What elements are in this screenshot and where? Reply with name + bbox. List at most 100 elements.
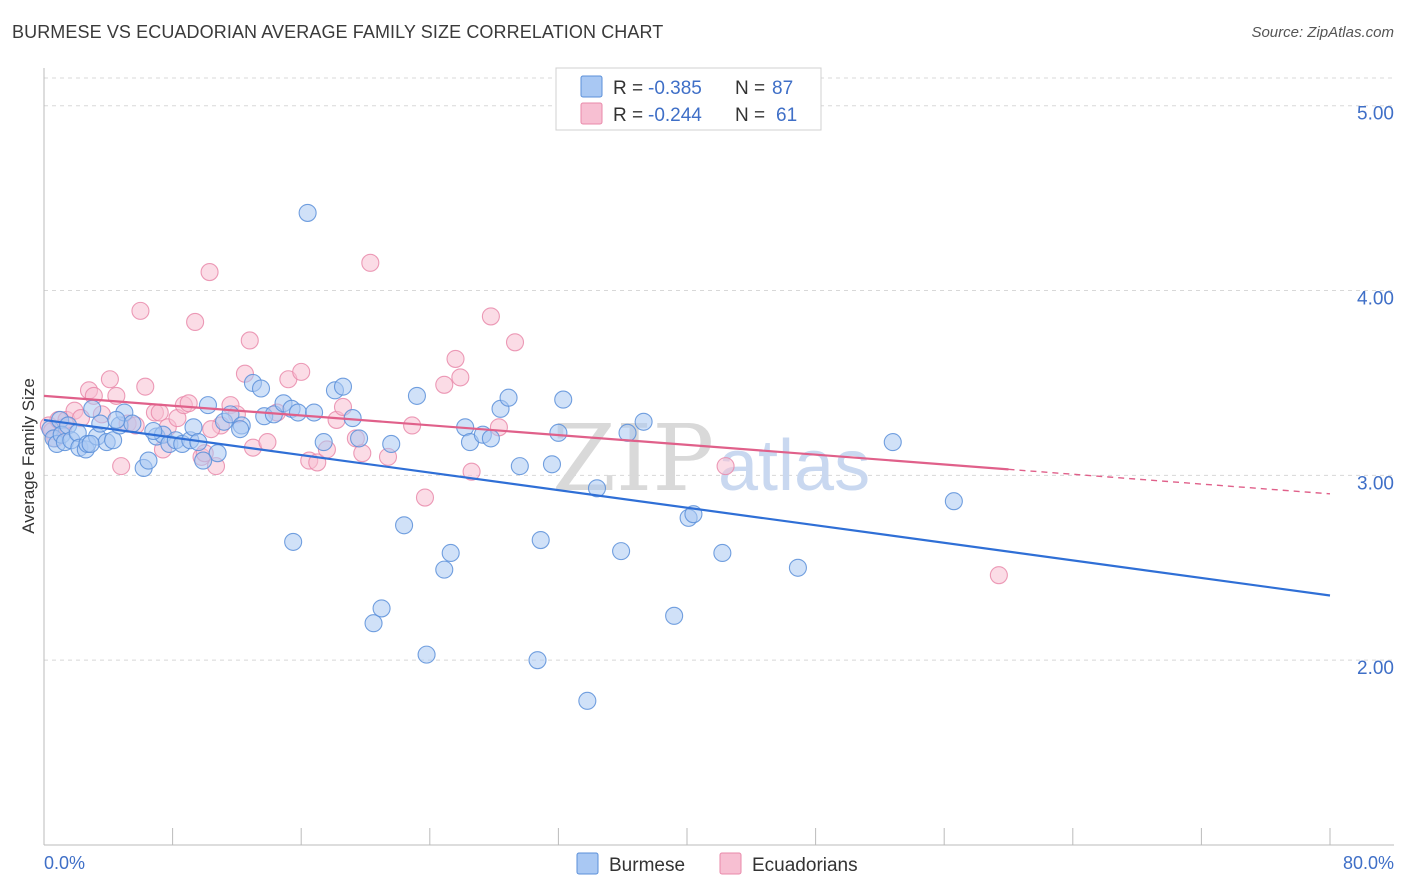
data-point-burmese (435, 560, 454, 579)
data-point-burmese (407, 386, 426, 405)
legend-n-value-ecuadorians: 61 (776, 105, 797, 126)
data-point-burmese (883, 433, 902, 452)
legend-r-label-ecuadorians: R = (613, 105, 643, 126)
data-point-burmese (382, 434, 401, 453)
data-point-ecuadorians (481, 307, 500, 326)
data-point-burmese (284, 532, 303, 551)
data-point-burmese (372, 599, 391, 618)
x-tick-label-min: 0.0% (44, 853, 85, 873)
legend-r-value-burmese: -0.385 (648, 78, 702, 99)
data-point-burmese (481, 429, 500, 448)
bottom-legend-swatch-burmese (576, 852, 599, 875)
data-point-ecuadorians (131, 301, 150, 320)
y-tick-label: 2.00 (1357, 658, 1394, 679)
data-point-ecuadorians (112, 457, 131, 476)
data-point-ecuadorians (415, 488, 435, 507)
data-point-burmese (441, 543, 460, 563)
data-point-burmese (944, 492, 963, 511)
y-tick-label: 3.00 (1357, 473, 1394, 494)
legend-r-value-ecuadorians: -0.244 (648, 105, 702, 126)
series-legend: Burmese Ecuadorians (576, 852, 858, 876)
data-point-burmese (499, 388, 518, 407)
data-point-burmese (713, 543, 732, 563)
source-label: Source: ZipAtlas.com (1251, 24, 1394, 41)
data-point-burmese (333, 377, 353, 396)
data-point-ecuadorians (989, 566, 1008, 585)
data-point-ecuadorians (136, 377, 155, 396)
data-point-ecuadorians (505, 333, 525, 352)
trend-line-ecuadorians (43, 394, 1009, 471)
data-point-burmese (288, 403, 308, 422)
data-point-burmese (198, 396, 218, 415)
legend-n-label-ecuadorians: N = (735, 105, 765, 126)
data-point-burmese (364, 614, 383, 633)
y-axis-label: Average Family Size (19, 378, 38, 534)
data-point-ecuadorians (462, 462, 481, 481)
data-point-burmese (194, 451, 213, 470)
data-point-ecuadorians (451, 368, 470, 387)
data-point-ecuadorians (435, 375, 454, 394)
data-point-burmese (123, 414, 142, 433)
legend-swatch-burmese (580, 75, 603, 98)
trend-line-extension-ecuadorians (1008, 468, 1331, 495)
data-point-burmese (528, 651, 547, 670)
data-point-burmese (139, 451, 158, 470)
data-point-ecuadorians (446, 349, 465, 368)
series-ecuadorians-points (39, 253, 1008, 585)
data-point-ecuadorians (186, 312, 205, 332)
bottom-legend-swatch-ecuadorians (719, 852, 742, 875)
data-point-ecuadorians (361, 253, 380, 272)
x-tick-label-max: 80.0% (1343, 853, 1394, 873)
watermark: ZIP atlas (552, 405, 870, 512)
data-point-ecuadorians (100, 370, 119, 389)
data-point-burmese (305, 403, 324, 422)
data-point-burmese (417, 645, 436, 664)
data-point-burmese (542, 455, 562, 474)
legend-swatch-ecuadorians (580, 102, 603, 125)
data-point-burmese (578, 691, 597, 710)
watermark-atlas: atlas (718, 426, 870, 506)
data-point-burmese (531, 530, 550, 550)
data-point-ecuadorians (258, 433, 277, 452)
legend-n-value-burmese: 87 (772, 78, 793, 99)
data-point-burmese (314, 433, 333, 452)
data-point-burmese (549, 423, 568, 442)
data-point-ecuadorians (292, 362, 311, 381)
data-point-burmese (350, 429, 369, 448)
data-point-ecuadorians (150, 403, 169, 422)
data-point-burmese (634, 412, 653, 431)
trend-line-burmese (43, 418, 1331, 597)
chart-title: BURMESE VS ECUADORIAN AVERAGE FAMILY SIZ… (12, 22, 664, 42)
data-point-burmese (395, 516, 414, 535)
axes (43, 68, 1394, 846)
data-point-ecuadorians (200, 263, 219, 282)
data-point-ecuadorians (716, 457, 735, 476)
data-point-burmese (510, 457, 529, 476)
data-point-burmese (587, 479, 607, 498)
y-tick-labels: 2.00 3.00 4.00 5.00 (1357, 104, 1394, 679)
watermark-zip: ZIP (552, 405, 714, 512)
data-point-ecuadorians (179, 394, 198, 413)
data-point-burmese (554, 390, 573, 409)
y-tick-label: 4.00 (1357, 289, 1394, 310)
data-point-burmese (665, 606, 684, 625)
trend-lines (43, 394, 1331, 597)
bottom-legend-label-burmese: Burmese (609, 855, 685, 876)
data-point-burmese (83, 399, 102, 418)
correlation-legend: R = -0.385 N = 87 R = -0.244 N = 61 (555, 67, 822, 131)
data-point-burmese (91, 414, 110, 433)
legend-r-label-burmese: R = (613, 78, 643, 99)
data-point-burmese (81, 434, 100, 453)
y-tick-label: 5.00 (1357, 104, 1394, 125)
data-point-burmese (298, 203, 317, 222)
data-point-burmese (144, 421, 163, 441)
data-point-burmese (251, 379, 271, 398)
data-point-burmese (612, 542, 631, 561)
data-point-ecuadorians (240, 331, 259, 350)
data-point-ecuadorians (353, 444, 372, 463)
data-point-burmese (788, 558, 807, 577)
bottom-legend-label-ecuadorians: Ecuadorians (752, 855, 858, 876)
data-point-burmese (231, 420, 250, 439)
legend-n-label-burmese: N = (735, 78, 765, 99)
